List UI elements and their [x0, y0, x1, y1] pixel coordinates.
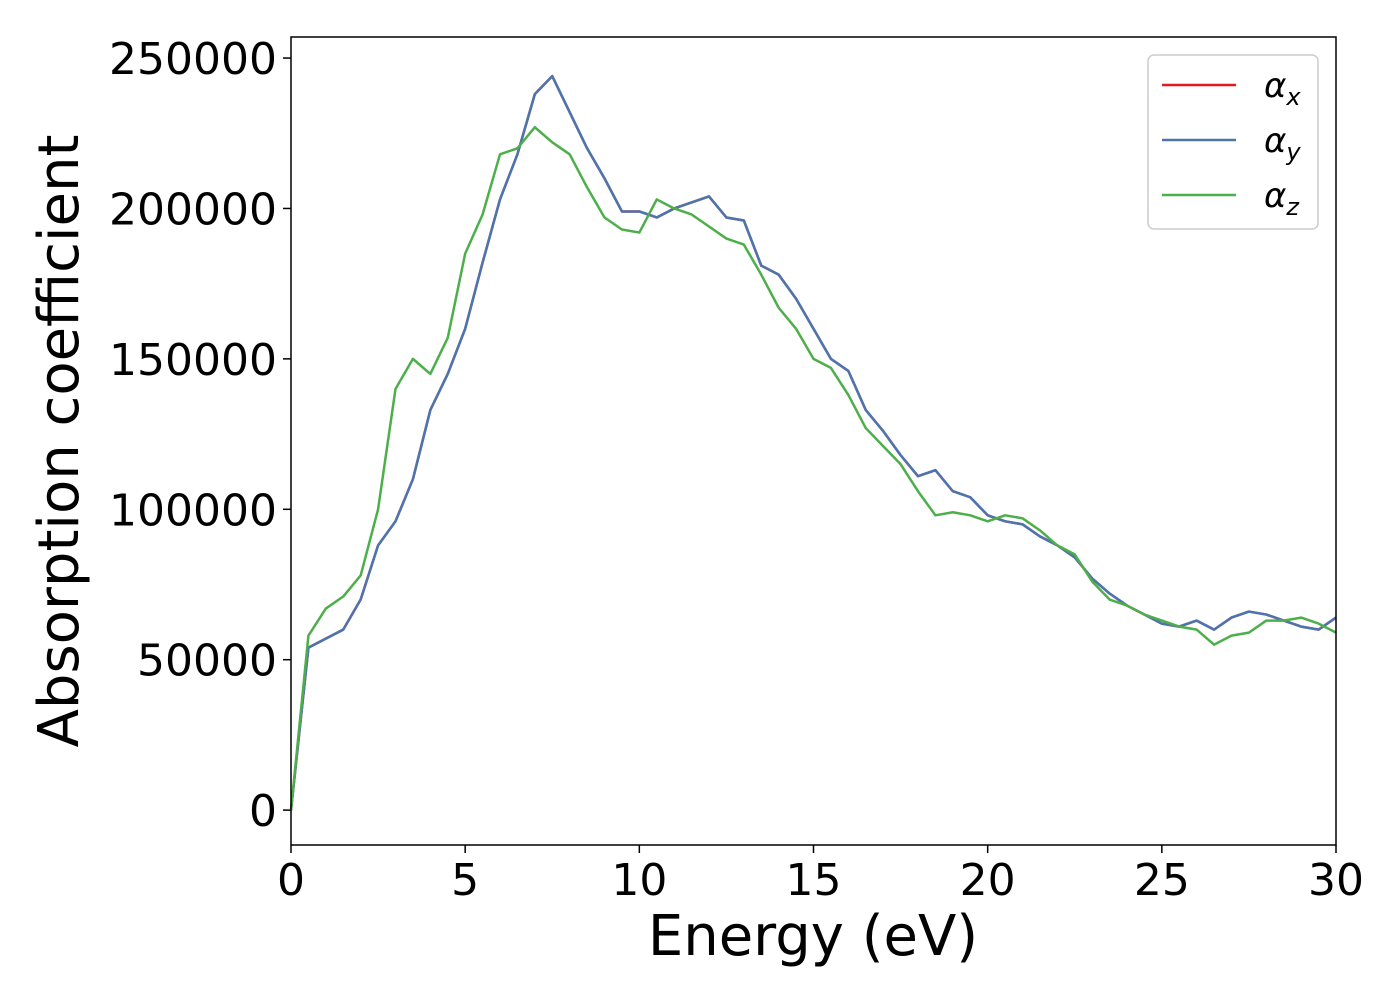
x-tick-label: 20 [960, 855, 1016, 906]
x-tick-label: 25 [1134, 855, 1190, 906]
y-tick-label: 0 [249, 786, 277, 837]
x-tick-label: 15 [786, 855, 842, 906]
y-tick-label: 100000 [109, 485, 277, 536]
y-tick-label: 200000 [109, 184, 277, 235]
y-tick-label: 50000 [137, 636, 277, 687]
x-tick-label: 5 [451, 855, 479, 906]
y-axis-label: Absorption coefficient [27, 135, 92, 748]
legend-box [1147, 54, 1319, 230]
x-tick-label: 0 [277, 855, 305, 906]
line-series [289, 74, 1337, 811]
x-axis-label: Energy (eV) [648, 904, 978, 969]
x-tick-label: 10 [611, 855, 667, 906]
y-tick-label: 250000 [109, 34, 277, 85]
plot-frame [290, 36, 1337, 846]
line-series [289, 125, 1337, 811]
x-tick-label: 30 [1308, 855, 1364, 906]
y-tick-label: 150000 [109, 335, 277, 386]
